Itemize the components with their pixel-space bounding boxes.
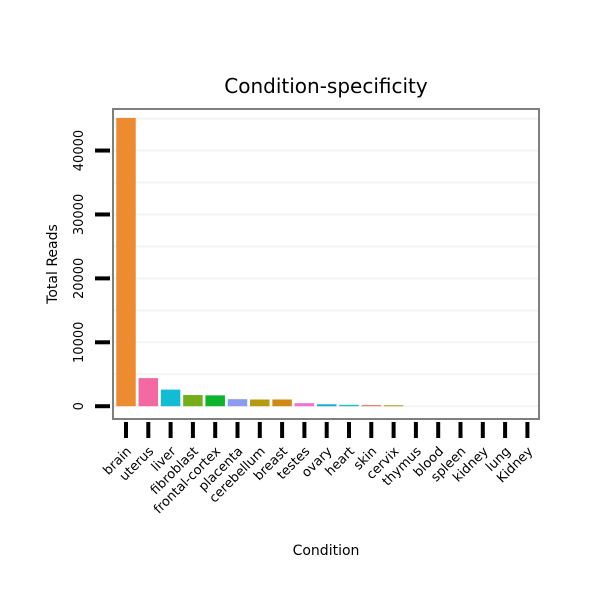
bar-heart xyxy=(339,404,359,407)
bar-testes xyxy=(294,403,315,407)
bar-uterus xyxy=(138,378,159,407)
grid-lines xyxy=(113,117,539,408)
plot-border xyxy=(112,108,540,420)
x-axis: brainuterusliverfibroblastfrontal-cortex… xyxy=(101,422,536,517)
bar-placenta xyxy=(227,399,248,407)
bar-liver xyxy=(160,389,181,407)
bar-breast xyxy=(272,399,292,407)
chart-title: Condition-specificity xyxy=(224,74,428,98)
plot-background xyxy=(113,109,539,419)
bar-brain xyxy=(116,117,136,407)
y-tick-label: 10000 xyxy=(72,322,87,363)
bar-frontal-cortex xyxy=(205,395,225,407)
bar-ovary xyxy=(316,404,337,407)
bar-skin xyxy=(361,405,382,407)
x-axis-label: Condition xyxy=(293,543,360,559)
bar-cervix xyxy=(383,405,404,407)
y-tick-label: 20000 xyxy=(72,258,87,299)
bar-fibroblast xyxy=(183,395,203,407)
y-tick-label: 30000 xyxy=(72,194,87,235)
y-axis-label: Total Reads xyxy=(45,224,61,305)
y-tick-label: 0 xyxy=(72,402,87,410)
y-tick-label: 40000 xyxy=(72,130,87,171)
y-axis: 0 10000 20000 30000 40000 xyxy=(72,130,110,410)
bars xyxy=(116,117,404,407)
bar-cerebellum xyxy=(250,399,270,407)
